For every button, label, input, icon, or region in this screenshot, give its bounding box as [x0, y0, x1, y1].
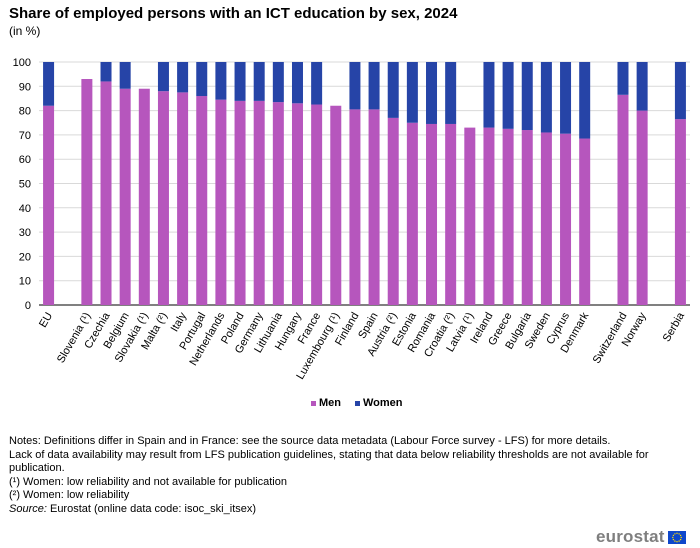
bar-men	[81, 79, 93, 305]
bar-women	[100, 62, 112, 82]
bar-men	[483, 127, 495, 305]
bar-women	[291, 62, 303, 104]
bar-men	[157, 91, 169, 305]
chart-subtitle: (in %)	[9, 24, 41, 38]
y-tick-label: 90	[19, 81, 31, 93]
bar-women	[349, 62, 361, 110]
bar-men	[617, 94, 629, 306]
bar-men	[368, 109, 380, 305]
bar-men	[636, 110, 648, 305]
bar-men	[387, 117, 399, 305]
bar-men	[291, 103, 303, 305]
bar-women	[43, 62, 55, 106]
bar-men	[234, 100, 246, 305]
bar-women	[636, 62, 648, 111]
eurostat-logo: eurostat	[596, 527, 686, 547]
note-footnote-2: (²) Women: low reliability	[9, 489, 130, 502]
y-tick-label: 30	[19, 227, 31, 239]
bar-men	[464, 127, 476, 305]
legend-swatch	[311, 401, 316, 406]
bar-women	[406, 62, 418, 123]
bar-men	[540, 132, 552, 305]
y-tick-label: 0	[25, 300, 31, 312]
bar-women	[215, 62, 227, 100]
bar-women	[502, 62, 514, 129]
bar-women	[157, 62, 169, 92]
bar-men	[311, 104, 323, 306]
bar-men	[272, 102, 284, 305]
bar-women	[483, 62, 495, 128]
y-tick-label: 40	[19, 203, 31, 215]
bar-men	[560, 133, 572, 305]
y-tick-label: 70	[19, 130, 31, 142]
legend-label: Women	[363, 397, 403, 409]
bar-women	[119, 62, 131, 89]
bar-men	[349, 109, 361, 305]
bar-women	[177, 62, 189, 93]
bar-men	[521, 130, 533, 305]
bar-men	[100, 81, 112, 305]
bar-men	[674, 119, 686, 305]
bar-women	[426, 62, 438, 124]
y-tick-label: 80	[19, 106, 31, 118]
bar-women	[387, 62, 399, 118]
y-tick-label: 60	[19, 154, 31, 166]
source-label: Source:	[9, 502, 47, 515]
bar-men	[330, 105, 342, 306]
y-tick-label: 10	[19, 276, 31, 288]
chart-title: Share of employed persons with an ICT ed…	[9, 5, 458, 22]
logo-text: eurostat	[596, 527, 665, 546]
bar-women	[272, 62, 284, 103]
note-footnote-1: (¹) Women: low reliability and not avail…	[9, 475, 287, 488]
source-line: Source: Eurostat (online data code: isoc…	[9, 503, 669, 517]
bar-men	[253, 100, 265, 305]
bar-men	[579, 138, 591, 305]
bar-women	[445, 62, 457, 124]
y-tick-label: 20	[19, 251, 31, 263]
x-tick-label: EU	[37, 310, 55, 329]
bar-women	[253, 62, 265, 101]
chart-notes: Notes: Definitions differ in Spain and i…	[9, 435, 669, 517]
bar-women	[196, 62, 208, 97]
bar-women	[617, 62, 629, 95]
bar-women	[579, 62, 591, 139]
bar-women	[521, 62, 533, 131]
bar-men	[406, 122, 418, 305]
bar-women	[311, 62, 323, 105]
bar-men	[426, 123, 438, 305]
source-text: Eurostat (online data code: isoc_ski_its…	[46, 502, 257, 515]
bar-men	[196, 96, 208, 306]
y-tick-label: 100	[13, 57, 31, 69]
bar-men	[445, 123, 457, 305]
bar-women	[234, 62, 246, 101]
bar-women	[368, 62, 380, 110]
bar-women	[560, 62, 572, 134]
note-definitions: Notes: Definitions differ in Spain and i…	[9, 435, 611, 447]
bar-men	[502, 128, 514, 305]
bar-men	[177, 92, 189, 305]
legend-swatch	[355, 401, 360, 406]
bar-women	[540, 62, 552, 133]
bar-men	[138, 88, 150, 305]
y-tick-label: 50	[19, 179, 31, 191]
bar-men	[215, 99, 227, 305]
legend-label: Men	[319, 397, 341, 409]
note-availability: Lack of data availability may result fro…	[9, 448, 649, 475]
bar-men	[119, 88, 131, 305]
bar-women	[674, 62, 686, 120]
eu-flag-icon	[667, 530, 686, 544]
bar-men	[43, 105, 55, 306]
x-tick-label: Serbia	[661, 310, 688, 344]
